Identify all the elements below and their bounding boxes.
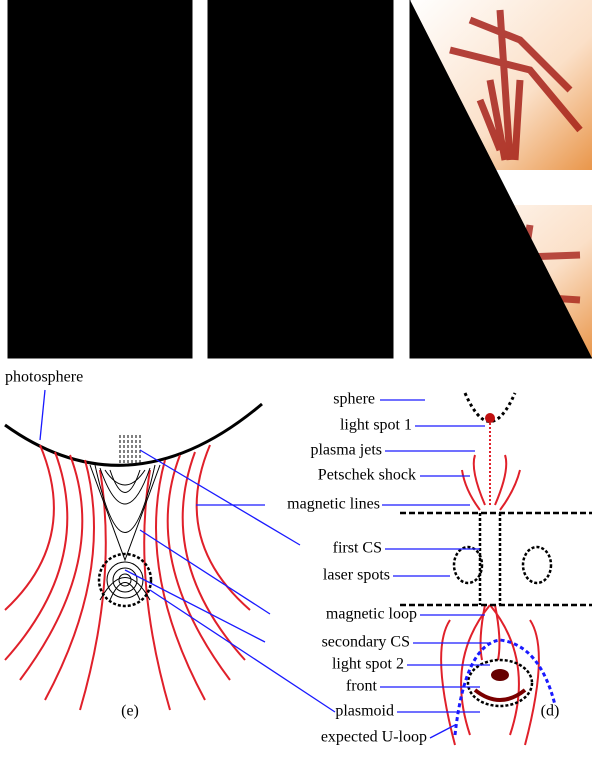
annotation-label: sphere: [333, 391, 375, 408]
panel-label: (e): [121, 703, 139, 720]
page: (a) (b) (c) (e) (d) photosphere sphere light sp…: [0, 0, 592, 760]
annotation-label: plasmoid: [335, 703, 394, 720]
annotation-label: magnetic lines: [287, 496, 380, 513]
figure: (a) (b) (c) (e) (d) photosphere sphere light sp…: [0, 0, 592, 755]
annotation-label: expected U-loop: [321, 729, 427, 746]
annotation-label: light spot 2: [332, 656, 404, 673]
image-panels: [8, 0, 592, 358]
annotation-label: secondary CS: [322, 634, 410, 651]
annotation-label: light spot 1: [340, 417, 412, 434]
leader-lines: [40, 390, 490, 738]
panel-label: (b): [222, 325, 241, 342]
panel-label: (c): [424, 325, 442, 342]
annotation-label: front: [346, 678, 378, 695]
annotation-label: magnetic loop: [326, 606, 417, 623]
annotation-label: plasma jets: [310, 442, 382, 459]
schematic-d: [400, 393, 592, 745]
annotation-label: first CS: [333, 540, 382, 557]
annotation-label: Petschek shock: [318, 467, 416, 484]
annotation-label: photosphere: [5, 369, 83, 386]
schematic-e: [5, 404, 262, 710]
panel-label: (a): [22, 325, 40, 342]
annotation-label: laser spots: [323, 567, 390, 584]
panel-label: (d): [541, 703, 560, 720]
